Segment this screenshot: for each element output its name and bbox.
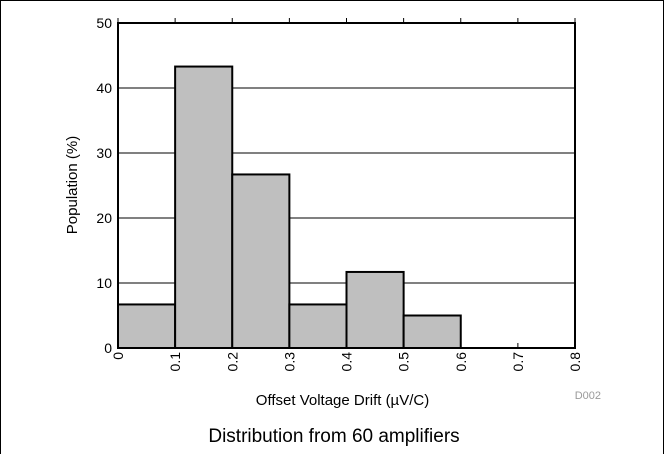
y-axis-label: Population (%)	[64, 136, 81, 234]
x-tick-label: 0.4	[339, 352, 355, 372]
y-tick-labels: 0 10 20 30 40 50	[96, 15, 112, 356]
y-tick-label: 40	[96, 80, 112, 96]
x-tick-label: 0.8	[567, 352, 583, 372]
x-tick-label: 0.1	[167, 352, 183, 372]
histogram-bar	[117, 303, 177, 350]
histogram-bar	[345, 270, 405, 350]
y-tick-label: 20	[96, 210, 112, 226]
x-tick-label: 0.5	[396, 352, 412, 372]
y-tick-label: 50	[96, 15, 112, 31]
x-tick-label: 0.7	[510, 352, 526, 372]
chart-caption: Distribution from 60 amplifiers	[208, 426, 459, 447]
x-axis-label: Offset Voltage Drift (µV/C)	[256, 392, 429, 409]
x-tick-labels: 0 0.1 0.2 0.3 0.4 0.5 0.6 0.7 0.8	[110, 352, 583, 372]
x-tick-label: 0	[110, 352, 126, 360]
bars	[117, 65, 462, 350]
histogram-bar	[174, 65, 234, 350]
x-tick-label: 0.2	[224, 352, 240, 372]
histogram-bar	[288, 303, 348, 350]
histogram-bar	[231, 173, 291, 349]
x-tick-label: 0.3	[281, 352, 297, 372]
figure-code: D002	[575, 390, 601, 402]
y-tick-label: 0	[104, 340, 112, 356]
histogram-bar	[402, 314, 462, 349]
tick-marks	[117, 18, 576, 349]
y-tick-label: 10	[96, 275, 112, 291]
x-tick-label: 0.6	[453, 352, 469, 372]
y-tick-label: 30	[96, 145, 112, 161]
